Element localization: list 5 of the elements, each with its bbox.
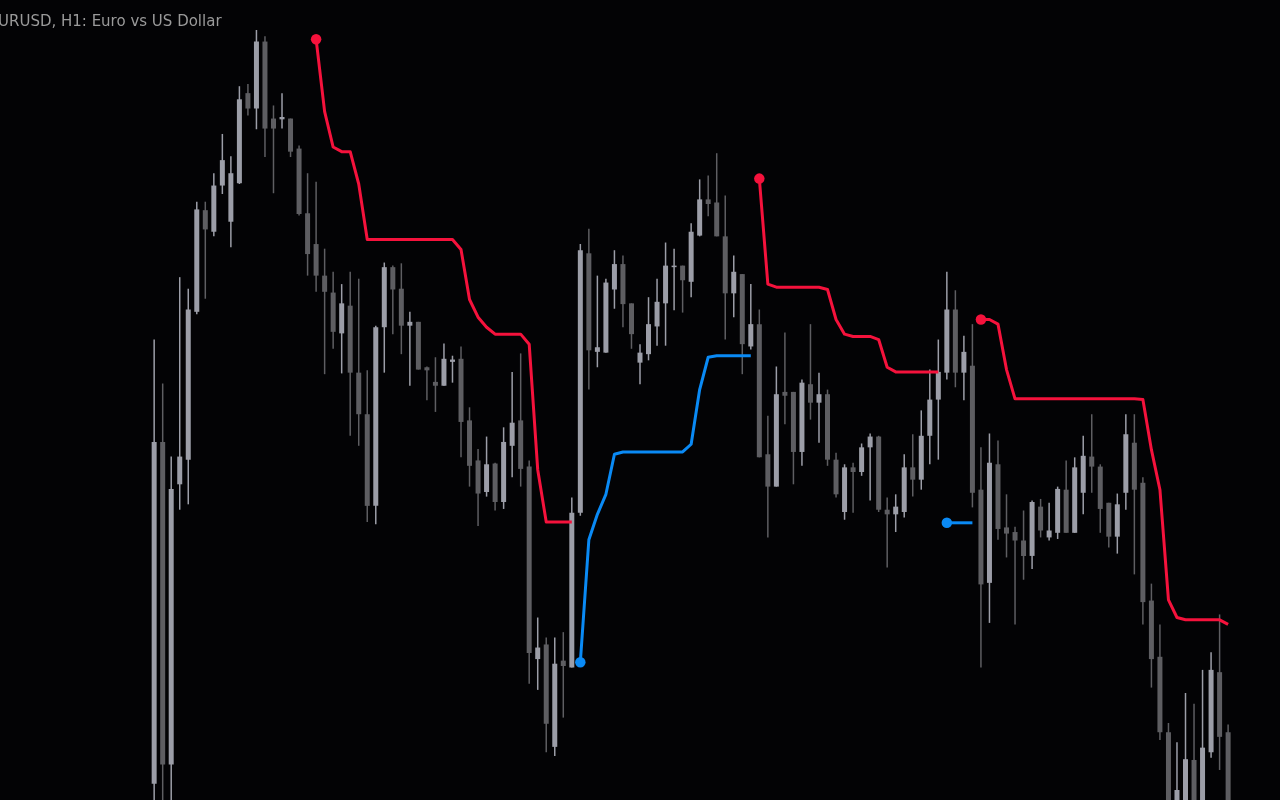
point (941, 517, 953, 529)
point (975, 314, 987, 325)
point (310, 34, 322, 45)
point (575, 656, 586, 668)
chart-title: URUSD, H1: Euro vs US Dollar (0, 12, 223, 30)
